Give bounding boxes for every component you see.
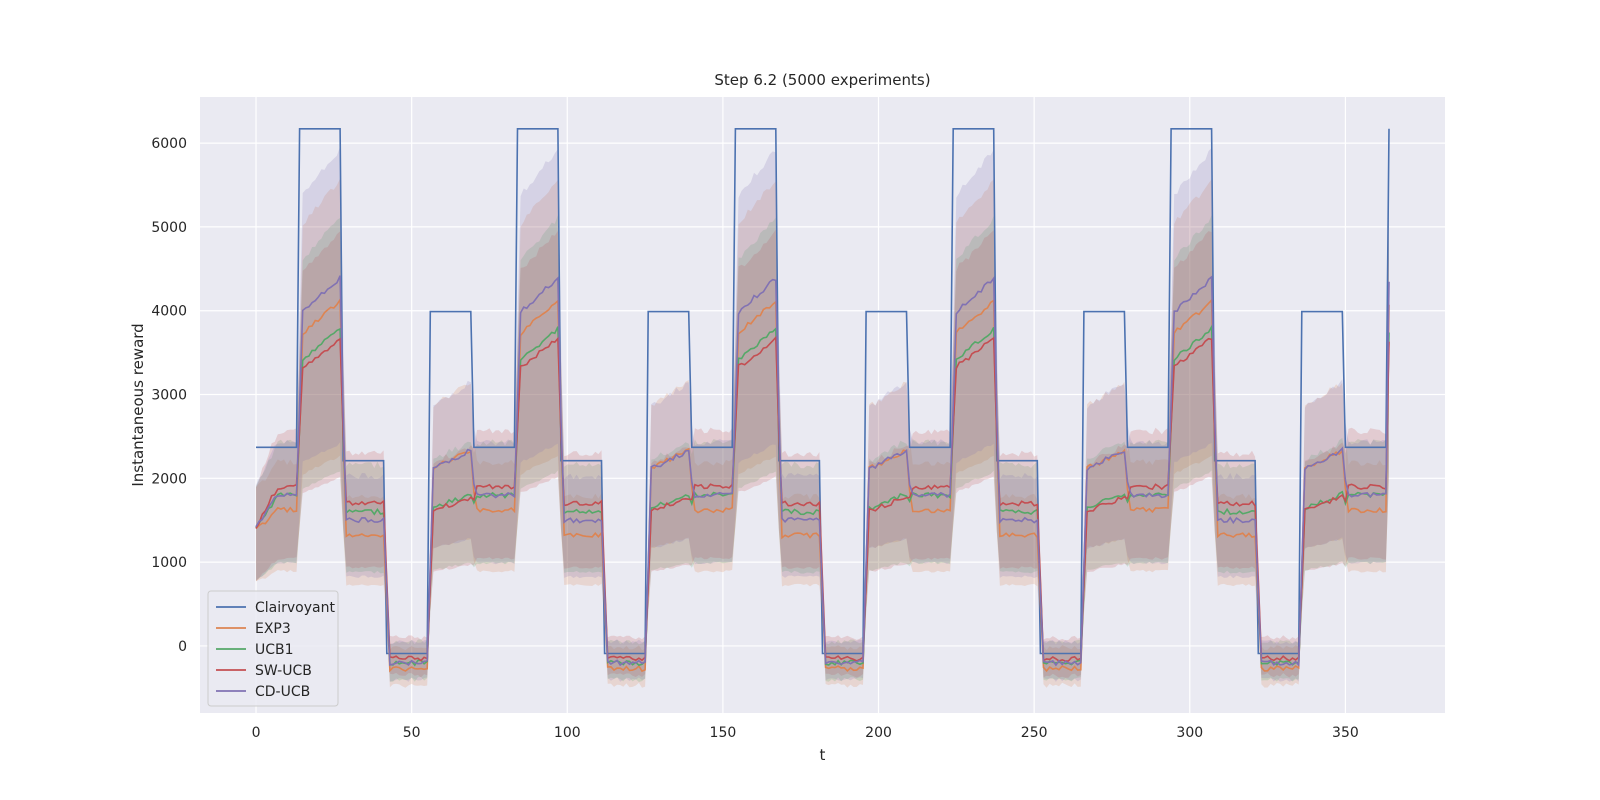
y-axis-label: Instantaneous reward	[129, 323, 147, 486]
y-tick-label: 3000	[151, 388, 187, 404]
x-tick-label: 100	[554, 725, 581, 741]
y-tick-label: 2000	[151, 471, 187, 487]
band-ucb1	[256, 215, 1389, 682]
x-tick-label: 250	[1021, 725, 1048, 741]
x-tick-label: 200	[865, 725, 892, 741]
band-sw-ucb	[256, 229, 1389, 678]
y-tick-label: 5000	[151, 220, 187, 236]
series-lines	[255, 128, 1390, 673]
legend-box	[207, 590, 339, 707]
legend: Clairvoyant EXP3 UCB1 SW-UCB CD-UCB	[207, 590, 339, 707]
band-cd-ucb	[256, 146, 1389, 682]
legend-label: UCB1	[255, 642, 294, 658]
x-tick-label: 150	[710, 725, 737, 741]
y-tick-label: 0	[178, 639, 187, 655]
x-tick-label: 0	[252, 725, 261, 741]
x-axis-label: t	[820, 746, 826, 764]
y-tick-label: 4000	[151, 304, 187, 320]
legend-label: Clairvoyant	[255, 600, 335, 616]
line-cd-ucb	[255, 275, 1390, 667]
y-tick-label: 6000	[151, 136, 187, 152]
confidence-bands	[256, 146, 1389, 688]
legend-label: CD-UCB	[255, 684, 310, 700]
legend-label: EXP3	[255, 621, 291, 637]
y-tick-labels: 0 1000 2000 3000 4000 5000 6000	[151, 136, 187, 655]
x-tick-label: 50	[403, 725, 421, 741]
x-tick-label: 350	[1332, 725, 1359, 741]
y-tick-label: 1000	[151, 555, 187, 571]
legend-label: SW-UCB	[255, 663, 312, 679]
chart-title: Step 6.2 (5000 experiments)	[714, 71, 930, 89]
x-tick-label: 300	[1176, 725, 1203, 741]
band-exp3	[256, 178, 1389, 688]
line-clairvoyant	[256, 128, 1390, 655]
x-tick-labels: 0 50 100 150 200 250 300 350	[252, 725, 1359, 741]
grid	[200, 97, 1445, 713]
